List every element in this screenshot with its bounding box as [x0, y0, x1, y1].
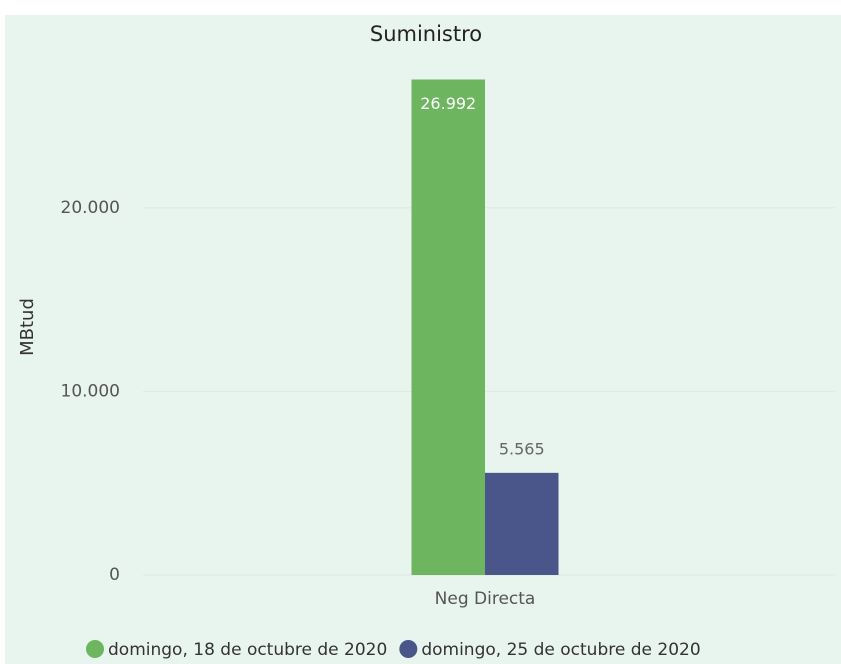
legend-label: domingo, 18 de octubre de 2020 [108, 640, 387, 660]
bar [411, 79, 485, 575]
data-label: 26.992 [420, 94, 476, 113]
y-axis-title: MBtud [17, 298, 38, 356]
legend-label: domingo, 25 de octubre de 2020 [421, 640, 700, 660]
x-tick-label: Neg Directa [435, 589, 536, 609]
data-label: 5.565 [499, 439, 545, 458]
y-tick-label: 20.000 [61, 198, 120, 218]
y-tick-label: 10.000 [61, 381, 120, 401]
chart-title: Suministro [370, 22, 482, 46]
legend-swatch [86, 640, 104, 658]
y-tick-label: 0 [109, 565, 120, 585]
legend-swatch [399, 640, 418, 658]
bar [485, 472, 559, 575]
